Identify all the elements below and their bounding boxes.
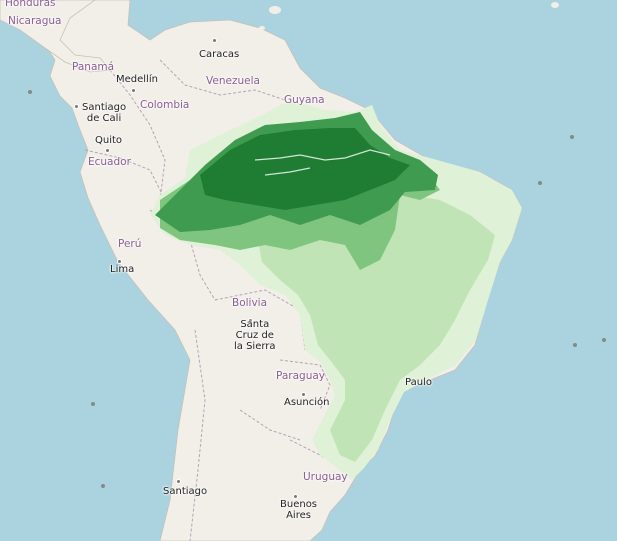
island	[269, 6, 281, 14]
city-marker-santiago[interactable]	[176, 479, 181, 484]
island-dot	[538, 181, 542, 185]
label-nicaragua: Nicaragua	[8, 15, 62, 27]
island	[259, 26, 265, 30]
label-ecuador: Ecuador	[88, 156, 131, 168]
label-honduras: Honduras	[5, 0, 56, 9]
label-colombia: Colombia	[140, 99, 190, 111]
city-marker-asuncion[interactable]	[301, 392, 306, 397]
brazil-light-vegetation	[255, 195, 495, 462]
label-uruguay: Uruguay	[303, 471, 348, 483]
island-dot	[602, 338, 606, 342]
city-marker-caracas[interactable]	[212, 38, 217, 43]
label-sao-paulo: Paulo	[405, 377, 432, 388]
label-asuncion: Asunción	[284, 397, 330, 408]
label-bolivia: Bolivia	[232, 297, 268, 309]
city-marker-lima[interactable]	[117, 259, 122, 264]
label-caracas: Caracas	[199, 49, 240, 60]
city-marker-quito[interactable]	[105, 148, 110, 153]
label-santiago: Santiago	[163, 486, 208, 497]
label-santa-cruz: Santa Cruz de la Sierra	[234, 319, 276, 352]
city-marker-buenos-aires[interactable]	[293, 494, 298, 499]
label-buenos-aires: Buenos Aires	[280, 499, 317, 521]
label-lima: Lima	[110, 264, 135, 275]
city-marker-santa-cruz[interactable]	[248, 318, 253, 323]
label-medellin: Medellín	[116, 74, 158, 85]
label-panama: Panamá	[72, 61, 115, 73]
island-dot	[28, 90, 32, 94]
label-quito: Quito	[95, 135, 123, 146]
label-line: Cruz de	[235, 330, 274, 341]
city-marker-medellin[interactable]	[131, 88, 136, 93]
label-santiago-de-cali: Santiago de Cali	[82, 102, 126, 124]
island	[551, 2, 559, 8]
label-line: Santiago	[82, 102, 127, 113]
label-line: la Sierra	[234, 341, 276, 352]
city-marker-cali[interactable]	[74, 104, 79, 109]
label-line: Santa	[240, 319, 270, 330]
island-dot	[91, 402, 95, 406]
label-line: Buenos	[280, 499, 318, 510]
label-line: Aires	[286, 510, 311, 521]
island-dot	[101, 484, 105, 488]
label-venezuela: Venezuela	[206, 75, 260, 87]
island-dot	[573, 343, 577, 347]
label-paraguay: Paraguay	[276, 370, 326, 382]
label-guyana: Guyana	[284, 94, 325, 106]
island-dot	[570, 135, 574, 139]
label-peru: Perú	[118, 238, 142, 250]
rivers	[254, 149, 391, 176]
label-line: de Cali	[86, 113, 122, 124]
